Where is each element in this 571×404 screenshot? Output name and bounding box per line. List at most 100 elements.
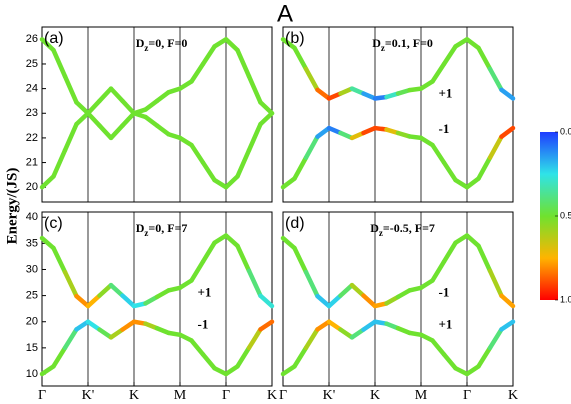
param-part: D: [372, 36, 381, 50]
band-label: -1: [439, 284, 450, 299]
x-tick-label: K: [129, 388, 139, 403]
band-segment: [108, 282, 125, 298]
param-part: z: [144, 43, 148, 53]
band-segment: [476, 243, 493, 274]
y-tick-label: 35: [26, 237, 38, 249]
band-segment: [487, 327, 504, 351]
band-segment: [303, 327, 320, 351]
band-segment: [51, 245, 68, 275]
band-segment: [246, 268, 263, 299]
band-segment: [487, 268, 504, 299]
x-tick-label: Γ: [222, 388, 230, 403]
band-segment: [39, 174, 56, 190]
band-segment: [223, 233, 240, 249]
param-part: =0.1, F=0: [385, 36, 433, 50]
band-segment: [280, 176, 297, 190]
panel-params: Dz=-0.5, F=7: [370, 221, 435, 238]
band-segment: [303, 269, 320, 299]
band-segment: [39, 37, 56, 53]
band-segment: [292, 245, 309, 275]
y-tick-label: 22: [26, 132, 38, 144]
panel-label: (c): [44, 215, 63, 232]
band-segment: [189, 338, 206, 357]
y-tick-label: 25: [26, 290, 38, 302]
y-tick-label: 20: [26, 316, 38, 328]
band-segment: [223, 37, 240, 53]
band-segment: [74, 293, 91, 309]
x-tick-label: M: [415, 388, 428, 403]
band-segment: [51, 47, 68, 79]
x-tick-label: Γ: [279, 388, 287, 403]
band-segment: [177, 135, 194, 148]
band-segment: [464, 233, 481, 249]
band-segment: [349, 282, 366, 298]
param-part: =0, F=7: [148, 221, 187, 235]
band-segment: [39, 364, 56, 377]
band-segment: [464, 37, 481, 51]
band-segment: [200, 352, 217, 371]
panel-params: Dz=0.1, F=0: [372, 36, 433, 53]
band-segment: [349, 327, 366, 340]
y-tick-label: 25: [26, 58, 38, 70]
y-tick-label: 30: [26, 263, 38, 275]
figure-title: A: [277, 0, 293, 27]
band-segment: [441, 160, 458, 183]
band-segment: [97, 86, 114, 104]
band-segment: [108, 327, 125, 340]
y-tick-label: 26: [26, 33, 38, 45]
colorbar-tick-label: 0.0: [560, 126, 571, 136]
band-segment: [108, 123, 125, 141]
x-tick-label: K: [267, 388, 277, 403]
band-segment: [476, 45, 493, 72]
band-segment: [120, 98, 137, 116]
band-segment: [189, 61, 206, 84]
band-segment: [62, 121, 79, 153]
band-segment: [258, 111, 275, 127]
band-segment: [430, 142, 447, 165]
band-segment: [85, 293, 102, 309]
band-segment: [361, 293, 378, 309]
band-segment: [120, 293, 137, 309]
band-segment: [464, 364, 481, 377]
plot-frame: [282, 211, 514, 387]
band-segment: [280, 364, 297, 377]
colorbar-tick-label: 1.0: [560, 294, 571, 304]
band-segment: [453, 177, 470, 190]
y-tick-label: 10: [26, 368, 38, 380]
band-segment: [476, 155, 493, 181]
band-label: -1: [439, 121, 450, 136]
band-segment: [246, 121, 263, 153]
y-axis-label: Energy/(JS): [4, 168, 20, 245]
band-segment: [453, 233, 470, 246]
band-label: -1: [198, 317, 209, 332]
band-segment: [441, 240, 458, 264]
band-segment: [120, 319, 137, 332]
band-segment: [120, 111, 137, 128]
band-segment: [74, 319, 91, 332]
panel-label: (b): [285, 30, 305, 47]
band-segment: [223, 174, 240, 190]
band-segment: [315, 293, 332, 309]
band-segment: [430, 61, 447, 84]
band-segment: [441, 352, 458, 371]
x-tick-label: Γ: [38, 388, 46, 403]
param-part: D: [136, 221, 145, 235]
panel-params: Dz=0, F=7: [136, 221, 188, 238]
band-label: +1: [198, 284, 212, 299]
band-segment: [235, 47, 252, 79]
band-segment: [499, 293, 516, 309]
band-segment: [235, 345, 252, 369]
band-segment: [143, 98, 160, 112]
band-segment: [154, 123, 171, 137]
plot-frame: [282, 26, 514, 203]
band-segment: [303, 66, 320, 93]
param-part: z: [379, 228, 383, 238]
band-segment: [74, 100, 91, 116]
band-segment: [258, 293, 275, 309]
band-segment: [418, 79, 435, 91]
band-segment: [499, 125, 516, 139]
band-segment: [464, 176, 481, 190]
band-segment: [326, 293, 343, 309]
band-segment: [487, 66, 504, 93]
